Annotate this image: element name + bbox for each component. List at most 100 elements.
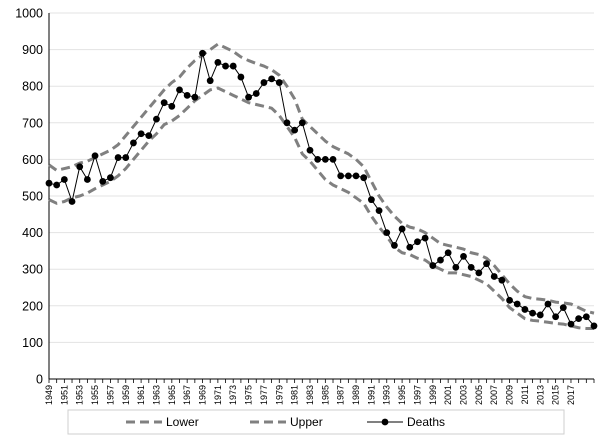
data-point-deaths [298,119,306,127]
x-tick-label: 2017 [566,385,576,405]
x-tick-label: 1953 [75,385,85,405]
data-point-deaths [237,73,245,81]
gridlines [49,12,594,343]
data-point-deaths [567,320,575,328]
data-point-deaths [76,163,84,171]
data-point-deaths [529,309,536,317]
data-point-deaths [391,242,398,249]
data-point-deaths [521,306,529,313]
data-point-deaths [183,91,191,99]
data-point-deaths [467,263,475,271]
legend: Lower Upper Deaths [67,409,565,435]
data-point-deaths [421,234,429,242]
y-tick-label: 700 [22,116,43,130]
legend-label-deaths: Deaths [407,415,445,429]
data-point-deaths [229,62,237,70]
x-tick-label: 2013 [535,385,545,405]
x-tick-labels: 1949 1951 1953 1955 1957 1959 1961 1963 1965 1967… [44,385,576,405]
x-tick-label: 1975 [244,385,254,405]
data-point-deaths [268,75,276,83]
data-point-deaths [552,313,560,321]
data-point-deaths [414,238,421,246]
y-tick-label: 400 [22,226,43,240]
data-point-deaths [114,154,122,161]
x-tick-label: 1989 [351,385,361,405]
x-tick-label: 2009 [505,385,515,405]
x-tick-label: 1985 [320,385,330,405]
legend-marker-deaths [381,418,389,426]
data-point-deaths [590,322,598,330]
x-tick-label: 1959 [121,385,131,405]
x-tick-label: 1951 [59,385,69,405]
x-tick-label: 1995 [397,385,407,405]
x-tick-label: 2003 [459,385,469,405]
data-point-deaths [68,198,76,205]
data-point-deaths [160,99,168,107]
y-tick-label: 100 [22,336,43,350]
x-tick-label: 1983 [305,385,315,405]
data-point-deaths [306,146,314,154]
data-point-deaths [99,177,107,185]
y-tick-label: 0 [36,373,43,387]
series-line-upper [48,42,595,315]
data-point-deaths [206,77,214,85]
x-tick-label: 2005 [474,385,484,405]
series-line-deaths [48,52,595,327]
data-point-deaths [260,79,268,86]
data-markers [45,49,598,330]
data-point-deaths [452,263,460,271]
data-point-deaths [83,176,91,183]
data-point-deaths [513,300,521,308]
data-point-deaths [437,256,444,264]
data-point-deaths [490,273,498,280]
data-point-deaths [337,172,345,180]
y-tick-label: 900 [22,43,43,57]
data-point-deaths [498,276,506,284]
x-tick-label: 2007 [489,385,499,405]
data-point-deaths [329,156,337,163]
series-lines [48,42,595,330]
data-point-deaths [582,313,590,321]
data-point-deaths [222,62,229,70]
x-tick-label: 1955 [90,385,100,405]
data-point-deaths [191,93,199,101]
x-tick-label: 1997 [412,385,422,405]
data-point-deaths [375,207,383,215]
y-tick-labels: 0 100 200 300 400 500 600 700 800 900 1000 [15,7,43,387]
x-tick-label: 1957 [105,385,115,405]
data-point-deaths [575,315,583,323]
data-point-deaths [107,174,114,182]
y-tick-label: 500 [22,190,43,204]
data-point-deaths [321,156,329,163]
data-point-deaths [367,196,375,204]
data-point-deaths [145,132,153,140]
data-point-deaths [45,179,53,187]
data-point-deaths [352,172,360,180]
legend-label-lower: Lower [166,415,199,429]
data-point-deaths [245,93,252,101]
x-tick-label: 1971 [213,385,223,405]
data-point-deaths [544,300,552,308]
x-tick-label: 1963 [151,385,161,405]
x-tick-label: 1969 [198,385,208,405]
y-tick-label: 800 [22,80,43,94]
data-point-deaths [429,262,437,269]
x-tick-label: 1981 [290,385,300,405]
data-point-deaths [130,139,137,147]
x-tick-label: 1979 [274,385,284,405]
data-point-deaths [406,243,414,251]
x-tick-label: 1993 [382,385,392,405]
data-point-deaths [60,176,68,183]
x-tick-label: 1965 [167,385,177,405]
data-point-deaths [291,126,299,134]
x-tick-label: 2015 [551,385,561,405]
data-point-deaths [444,249,452,257]
x-tick-label: 1973 [228,385,238,405]
x-tick-label: 1967 [182,385,192,405]
legend-label-upper: Upper [290,415,323,429]
y-tick-label: 300 [22,263,43,277]
data-point-deaths [252,90,260,97]
data-point-deaths [506,296,513,304]
x-tick-label: 2011 [520,385,530,404]
